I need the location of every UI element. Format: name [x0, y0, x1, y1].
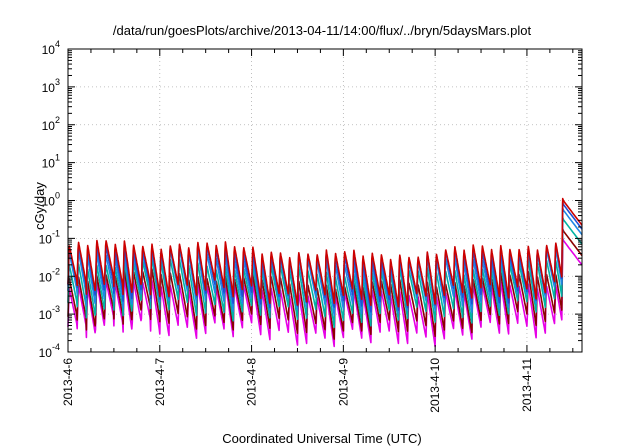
y-tick-label: 103: [42, 77, 60, 95]
y-tick-label: 10-2: [39, 266, 60, 284]
y-tick-label: 102: [42, 115, 60, 133]
y-tick-label: 101: [42, 153, 60, 171]
y-tick-label: 10-4: [39, 342, 60, 360]
y-tick-label: 104: [42, 39, 60, 57]
series-group: [67, 197, 583, 348]
series-line: [67, 197, 583, 308]
x-tick-label: 2013-4-8: [245, 358, 259, 406]
x-axis-label: Coordinated Universal Time (UTC): [222, 431, 421, 446]
y-axis-label: cGy/day: [32, 182, 47, 230]
y-axis: 10-4 10-3 10-2 10-1 100 101 102 103 104: [39, 39, 582, 360]
y-tick-label: 10-1: [39, 228, 60, 246]
x-tick-label: 2013-4-9: [336, 358, 350, 406]
y-tick-label: 100: [42, 191, 60, 209]
x-tick-label: 2013-4-7: [153, 358, 167, 406]
x-axis: 2013-4-6 2013-4-7 2013-4-8 2013-4-9 2013-4-1…: [61, 49, 574, 413]
x-tick-label: 2013-4-6: [61, 358, 75, 406]
x-tick-label: 2013-4-10: [428, 358, 442, 413]
x-tick-label: 2013-4-11: [520, 358, 534, 412]
chart-title: /data/run/goesPlots/archive/2013-04-11/1…: [113, 23, 532, 38]
y-tick-label: 10-3: [39, 304, 60, 322]
